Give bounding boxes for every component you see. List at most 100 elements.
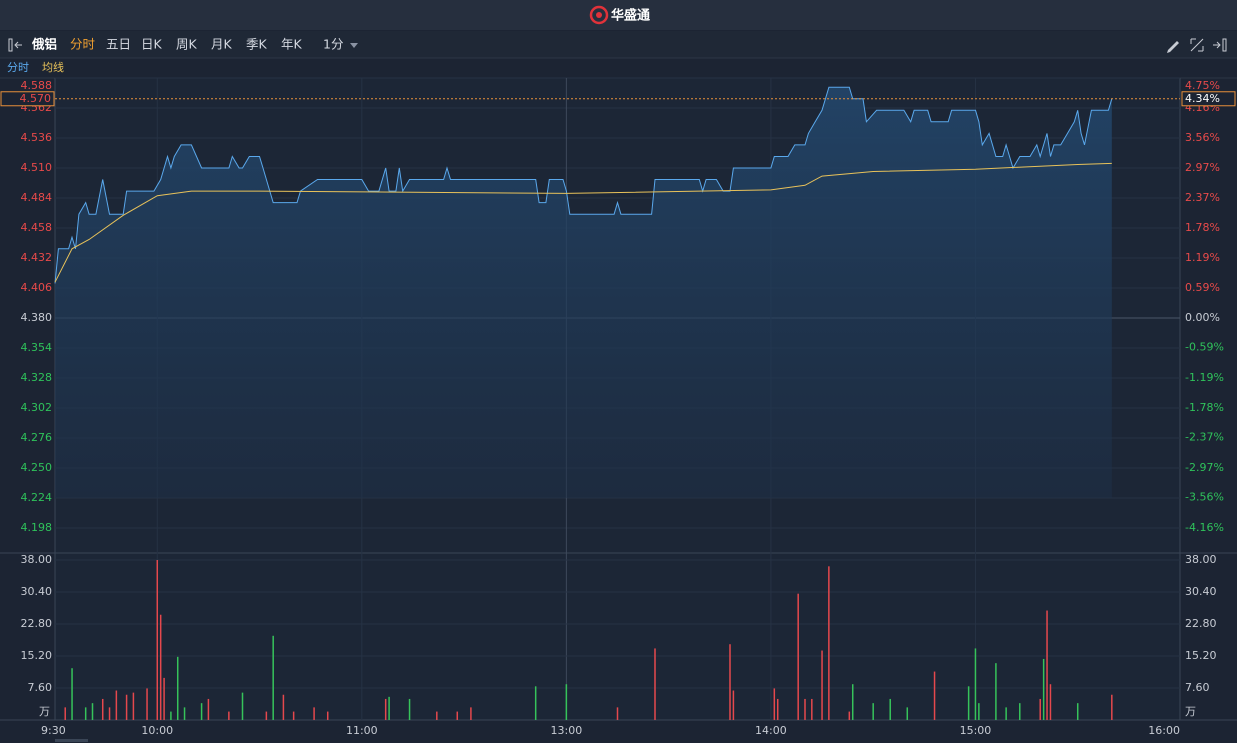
volume-bar	[241, 692, 244, 720]
y2-tick-label: -4.16%	[1185, 521, 1224, 534]
last-change-label: 4.34%	[1185, 92, 1220, 105]
volume-bar	[654, 648, 656, 720]
dropdown-arrow[interactable]	[350, 43, 358, 48]
volume-bar	[200, 703, 203, 720]
volume-bar	[804, 698, 806, 720]
volume-bar	[228, 711, 230, 720]
volume-bar	[1039, 698, 1041, 720]
x-tick-label: 10:00	[141, 724, 173, 737]
volume-bar	[1046, 610, 1048, 720]
y-tick-label: 4.224	[21, 491, 53, 504]
toolbar	[0, 31, 1237, 58]
logo	[589, 5, 609, 25]
app-name: 华盛通	[611, 8, 650, 24]
x-tick-label: 15:00	[960, 724, 992, 737]
volume-bar	[828, 566, 830, 720]
volume-bar	[115, 690, 118, 720]
volume-bar	[565, 684, 568, 720]
y2-tick-label: 4.75%	[1185, 79, 1220, 92]
volume-bar	[326, 711, 329, 720]
volume-bar	[84, 707, 87, 720]
volume-bar	[265, 711, 268, 720]
scrollbar[interactable]	[55, 739, 88, 742]
volume-tick-label: 7.60	[28, 681, 53, 694]
volume-bar	[207, 698, 210, 720]
volume-bar	[906, 707, 909, 720]
y2-tick-label: -1.19%	[1185, 371, 1224, 384]
volume-bar	[132, 692, 135, 720]
volume-bar	[170, 711, 172, 720]
volume-bar	[851, 684, 854, 720]
volume-bar	[436, 711, 438, 720]
volume-bar	[616, 707, 619, 720]
y2-tick-label: -1.78%	[1185, 401, 1224, 414]
tab[interactable]: 分时	[70, 37, 96, 52]
volume-tick-label: 38.00	[1185, 553, 1217, 566]
volume-bar	[811, 698, 813, 720]
y-tick-label: 4.328	[21, 371, 53, 384]
volume-bar	[1019, 703, 1021, 720]
y-tick-label: 4.484	[21, 191, 53, 204]
pencil-icon[interactable]	[1167, 41, 1179, 53]
volume-bar	[71, 668, 73, 720]
tab[interactable]: 年K	[281, 37, 303, 52]
volume-bar	[183, 707, 186, 720]
average-line	[54, 162, 1112, 283]
tab[interactable]: 周K	[176, 37, 198, 52]
volume-bar	[470, 707, 472, 720]
y2-tick-label: 2.97%	[1185, 161, 1220, 174]
y-tick-label: 4.250	[21, 461, 53, 474]
volume-bar	[729, 644, 731, 720]
y-tick-label: 4.536	[21, 131, 53, 144]
expand-icon[interactable]	[1213, 38, 1227, 52]
volume-bar	[1111, 694, 1113, 720]
volume-bar	[872, 703, 874, 720]
interval[interactable]: 1分	[323, 37, 343, 52]
y-tick-label: 4.354	[21, 341, 53, 354]
volume-bar	[176, 656, 179, 720]
last-price-label: 4.570	[20, 92, 52, 105]
y2-tick-label: -2.37%	[1185, 431, 1224, 444]
y2-tick-label: 2.37%	[1185, 191, 1220, 204]
x-tick-label: 9:30	[41, 724, 66, 737]
tab[interactable]: 日K	[141, 37, 163, 52]
volume-bar	[732, 690, 735, 720]
volume-bar	[125, 694, 128, 720]
y-tick-label: 4.380	[21, 311, 53, 324]
tab[interactable]: 五日	[106, 37, 131, 52]
volume-tick-label: 30.40	[21, 585, 53, 598]
price-line	[54, 86, 1113, 284]
volume-bar	[1049, 684, 1052, 720]
volume-tick-label: 30.40	[1185, 585, 1217, 598]
volume-tick-label: 22.80	[1185, 617, 1217, 630]
volume-bar	[313, 707, 315, 720]
y-tick-label: 4.276	[21, 431, 53, 444]
y2-tick-label: -0.59%	[1185, 341, 1224, 354]
last-change-box	[1181, 91, 1236, 107]
collapse-icon[interactable]	[8, 38, 22, 52]
volume-bar	[156, 560, 159, 720]
x-tick-label: 11:00	[346, 724, 378, 737]
volume-bar	[146, 688, 148, 720]
tab[interactable]: 季K	[246, 37, 268, 52]
volume-bar	[889, 698, 891, 720]
y-tick-label: 4.510	[21, 161, 53, 174]
y-tick-label: 4.406	[21, 281, 53, 294]
volume-bar	[974, 648, 977, 720]
volume-tick-label: 15.20	[1185, 649, 1217, 662]
volume-bar	[933, 671, 936, 720]
volume-unit: 万	[39, 705, 50, 718]
tab[interactable]: 月K	[211, 37, 233, 52]
fullscreen-icon[interactable]	[1190, 38, 1204, 52]
x-tick-label: 13:00	[551, 724, 583, 737]
volume-tick-label: 7.60	[1185, 681, 1210, 694]
legend-price: 分时	[7, 61, 29, 74]
volume-bar	[388, 696, 390, 720]
volume-bar	[776, 698, 779, 720]
volume-bar	[292, 711, 295, 720]
volume-bar	[384, 698, 387, 720]
y-tick-label: 4.198	[21, 521, 53, 534]
volume-bar	[1005, 707, 1007, 720]
volume-bar	[1042, 658, 1045, 720]
